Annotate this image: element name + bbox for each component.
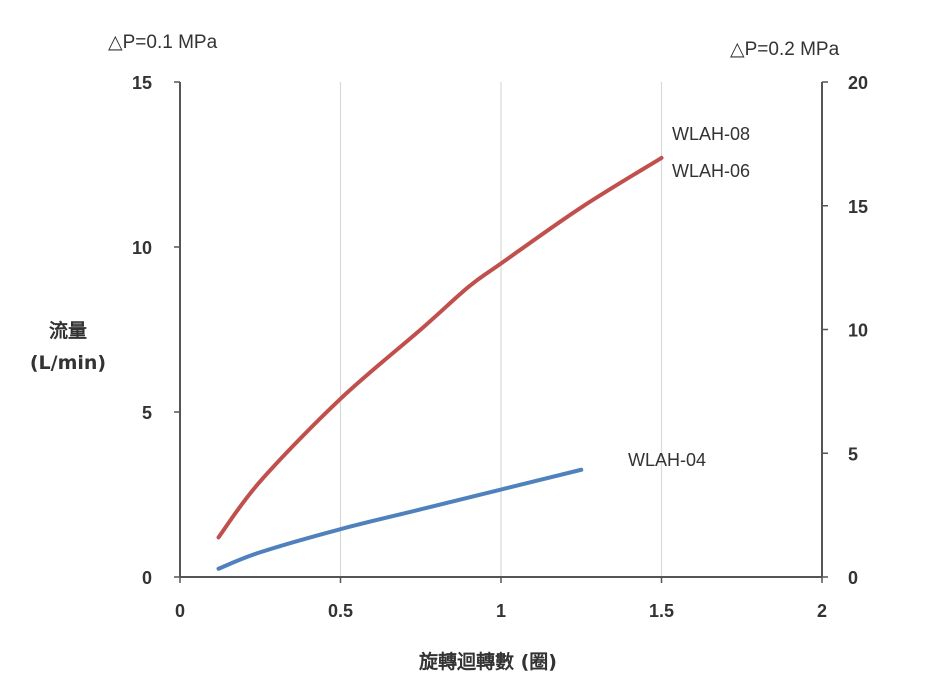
x-tick-label: 0.5 — [328, 601, 353, 621]
right-y-tick-label: 0 — [848, 568, 858, 588]
x-tick-label: 0 — [175, 601, 185, 621]
series-label-wlah-06: WLAH-06 — [672, 161, 750, 181]
x-tick-label: 2 — [817, 601, 827, 621]
series-label-wlah-08: WLAH-08 — [672, 124, 750, 144]
left-y-tick-label: 0 — [142, 568, 152, 588]
left-y-tick-label: 10 — [132, 238, 152, 258]
x-axis-label: 旋轉迴轉數 (圈) — [418, 650, 557, 673]
series-line-wlah-04 — [216, 467, 584, 571]
right-y-tick-label: 20 — [848, 73, 868, 93]
right-axis-title: △P=0.2 MPa — [730, 39, 840, 60]
right-y-tick-label: 15 — [848, 197, 868, 217]
left-y-tick-label: 15 — [132, 73, 152, 93]
x-tick-label: 1 — [496, 601, 506, 621]
left-axis-title: △P=0.1 MPa — [108, 32, 218, 53]
right-y-tick-label: 5 — [848, 444, 858, 464]
vertical-gridlines — [339, 82, 663, 577]
tick-marks — [174, 81, 828, 583]
right-y-tick-labels: 0 5 10 15 20 — [848, 73, 868, 588]
x-tick-labels: 0 0.5 1 1.5 2 — [175, 601, 827, 621]
y-axis-label-line2: (L/min) — [30, 352, 106, 374]
left-y-tick-labels: 0 5 10 15 — [132, 73, 152, 588]
series-lines — [216, 155, 664, 571]
series-line-wlah-08 — [216, 155, 664, 540]
series-label-wlah-04: WLAH-04 — [628, 450, 706, 470]
left-y-tick-label: 5 — [142, 403, 152, 423]
right-y-tick-label: 10 — [848, 321, 868, 341]
x-tick-label: 1.5 — [649, 601, 674, 621]
y-axis-label-line1: 流量 — [49, 319, 87, 342]
